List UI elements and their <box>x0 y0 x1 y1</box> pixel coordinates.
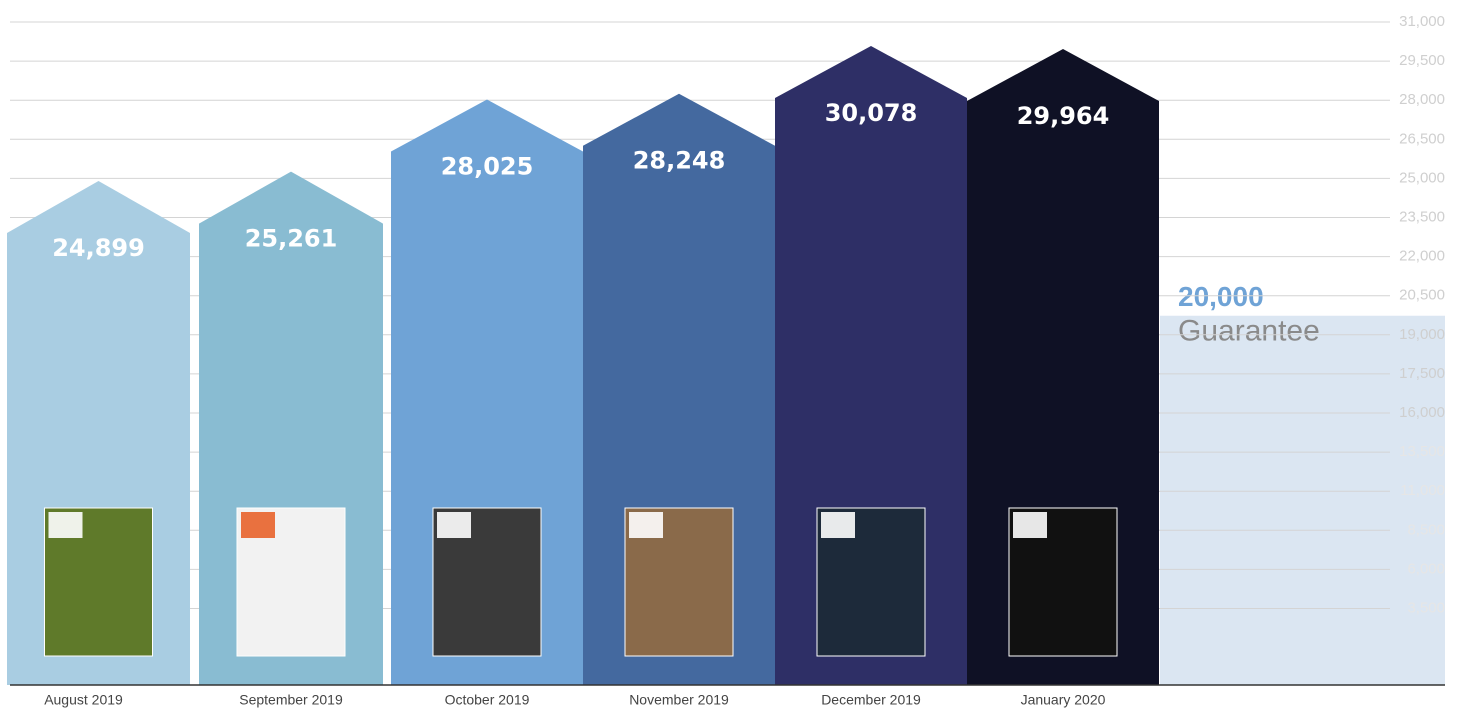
cover-logo <box>1013 512 1047 538</box>
chart: 20,000Guarantee 31,000 29,500 28,000 26,500 2… <box>0 0 1461 715</box>
cover-logo <box>49 512 83 538</box>
x-tick-label: January 2020 <box>1021 692 1106 708</box>
y-tick-label: 13,500 <box>1399 443 1445 460</box>
cover-logo <box>821 512 855 538</box>
y-tick-label: 25,000 <box>1399 169 1445 186</box>
x-tick-label: November 2019 <box>629 692 729 708</box>
y-tick-label: 23,500 <box>1399 208 1445 225</box>
value-label: 28,248 <box>633 147 726 175</box>
x-tick-label: September 2019 <box>239 692 343 708</box>
guarantee-text: Guarantee <box>1178 315 1320 348</box>
value-label: 24,899 <box>52 234 145 262</box>
value-label: 28,025 <box>441 153 534 181</box>
y-tick-label: 29,500 <box>1399 52 1445 69</box>
y-tick-label: 16,000 <box>1399 404 1445 421</box>
cover-logo <box>629 512 663 538</box>
value-label: 30,078 <box>825 99 918 127</box>
y-tick-label: 22,000 <box>1399 248 1445 265</box>
y-tick-label: 11,000 <box>1400 482 1445 499</box>
y-tick-label: 6,000 <box>1407 560 1445 577</box>
value-label: 29,964 <box>1017 102 1110 130</box>
y-tick-label: 8,500 <box>1407 521 1445 538</box>
x-tick-label: October 2019 <box>445 692 530 708</box>
cover-logo <box>437 512 471 538</box>
y-tick-label: 31,000 <box>1399 13 1445 30</box>
y-tick-label: 28,000 <box>1399 91 1445 108</box>
y-tick-label: 19,000 <box>1399 326 1445 343</box>
y-tick-label: 17,500 <box>1399 365 1445 382</box>
guarantee-value: 20,000 <box>1178 281 1264 312</box>
value-label: 25,261 <box>245 225 338 253</box>
y-tick-label: 20,500 <box>1399 287 1445 304</box>
y-tick-label: 3,500 <box>1407 599 1445 616</box>
x-tick-label: August 2019 <box>44 692 123 708</box>
cover-logo <box>241 512 275 538</box>
x-tick-label: December 2019 <box>821 692 921 708</box>
y-tick-label: 26,500 <box>1399 130 1445 147</box>
